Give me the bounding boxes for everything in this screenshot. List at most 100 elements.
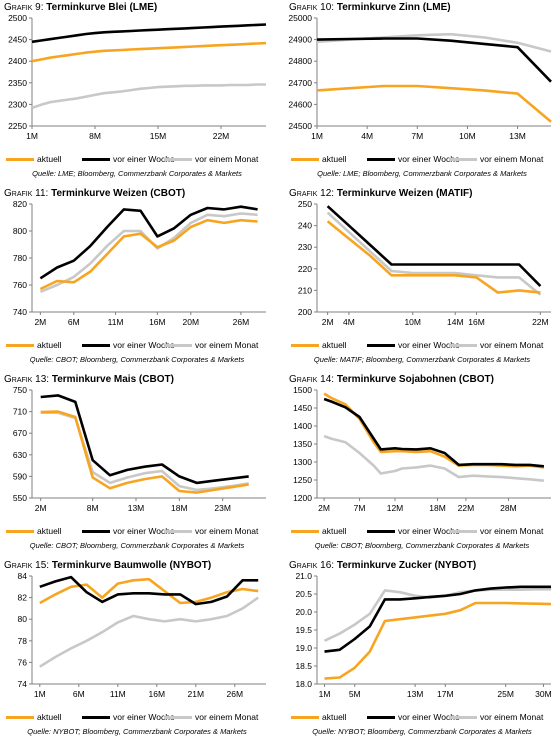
legend-label: aktuell <box>322 526 347 536</box>
series-line-aktuell <box>326 220 541 294</box>
y-tick-label: 590 <box>13 471 27 481</box>
legend-item-vor-einer-woche: vor einer Woche <box>82 340 175 350</box>
y-tick-label: 18.0 <box>295 679 312 689</box>
x-tick-label: 2M <box>35 503 47 513</box>
legend-item-aktuell: aktuell <box>6 154 62 164</box>
legend-swatch <box>6 344 34 348</box>
legend-label: aktuell <box>322 712 347 722</box>
legend-item-aktuell: aktuell <box>6 526 62 536</box>
x-tick-label: 16M <box>149 317 166 327</box>
y-tick-label: 24600 <box>288 99 312 109</box>
series-line-aktuell <box>316 84 552 123</box>
y-tick-label: 710 <box>13 407 27 417</box>
legend-swatch <box>6 530 34 534</box>
x-tick-label: 5M <box>349 689 361 699</box>
legend-item-vor-einem-monat: vor einem Monat <box>449 712 543 722</box>
legend-swatch <box>449 158 477 162</box>
y-tick-label: 800 <box>13 226 27 236</box>
x-tick-label: 13M <box>509 131 526 141</box>
legend-swatch <box>367 158 395 162</box>
chart-title-text: Terminkurve Weizen (CBOT) <box>51 188 186 199</box>
y-tick-label: 18.5 <box>295 661 312 671</box>
chart-title-text: Terminkurve Mais (CBOT) <box>51 374 174 385</box>
x-tick-label: 6M <box>73 689 85 699</box>
x-tick-label: 1M <box>311 131 323 141</box>
x-tick-label: 2M <box>322 317 334 327</box>
legend-swatch <box>291 344 319 348</box>
y-tick-label: 550 <box>13 493 27 503</box>
legend-label: vor einem Monat <box>195 526 259 536</box>
y-tick-label: 1200 <box>293 493 312 503</box>
legend-label: vor einer Woche <box>113 712 175 722</box>
series-line-aktuell <box>31 41 267 63</box>
legend-swatch <box>164 530 192 534</box>
legend-item-vor-einer-woche: vor einer Woche <box>367 712 460 722</box>
legend-item-vor-einem-monat: vor einem Monat <box>164 154 258 164</box>
legend-swatch <box>449 344 477 348</box>
legend-item-vor-einem-monat: vor einem Monat <box>449 340 543 350</box>
chart-plot-weizen-cbot: 740 760 780 800 820 2M 6M 11M 16M 20M 26M <box>13 200 266 327</box>
legend-swatch <box>82 716 110 720</box>
legend-item-vor-einer-woche: vor einer Woche <box>82 526 175 536</box>
source-note: Quelle: NYBOT; Bloomberg, Commerzbank Co… <box>312 727 532 736</box>
legend-swatch <box>6 716 34 720</box>
x-tick-label: 11M <box>108 317 124 327</box>
y-tick-label: 630 <box>13 450 27 460</box>
chart-title-text: Terminkurve Zinn (LME) <box>336 2 451 13</box>
series-line-aktuell <box>39 218 258 291</box>
y-tick-label: 1450 <box>293 403 312 413</box>
chart-title-text: Terminkurve Zucker (NYBOT) <box>336 560 477 571</box>
y-tick-label: 760 <box>13 280 27 290</box>
chart-panel-baumwolle: Grafik 15: Terminkurve Baumwolle (NYBOT)… <box>2 560 272 745</box>
legend-swatch <box>291 158 319 162</box>
chart-title-zucker: Grafik 16: Terminkurve Zucker (NYBOT) <box>289 560 476 571</box>
legend: aktuell vor einer Woche vor einem Monat <box>6 154 272 166</box>
x-tick-label: 7M <box>354 503 366 513</box>
source-note: Quelle: CBOT; Bloomberg, Commerzbank Cor… <box>29 541 245 550</box>
legend-label: vor einer Woche <box>113 154 175 164</box>
series-line-aktuell <box>40 410 249 494</box>
x-tick-label: 13M <box>407 689 424 699</box>
x-tick-label: 4M <box>361 131 373 141</box>
x-tick-label: 6M <box>68 317 80 327</box>
x-tick-label: 2M <box>318 503 330 513</box>
source-note: Quelle: MATIF; Bloomberg, Commerzbank Co… <box>313 355 531 364</box>
chart-label: Grafik 15: <box>4 560 50 571</box>
legend-label: vor einem Monat <box>195 340 259 350</box>
y-tick-label: 1500 <box>293 386 312 395</box>
source-note: Quelle: CBOT; Bloomberg, Commerzbank Cor… <box>314 541 530 550</box>
legend-item-vor-einem-monat: vor einem Monat <box>164 712 258 722</box>
y-tick-label: 250 <box>298 200 312 209</box>
x-tick-label: 1M <box>34 689 46 699</box>
chart-label: Grafik 9: <box>4 2 44 13</box>
y-tick-label: 21.0 <box>295 572 312 581</box>
series-line-vor-einem-monat <box>39 596 259 668</box>
legend-item-aktuell: aktuell <box>6 712 62 722</box>
legend-swatch <box>449 530 477 534</box>
series-line-vor-einer-woche <box>40 394 249 485</box>
y-tick-label: 82 <box>18 593 28 603</box>
x-tick-label: 25M <box>497 689 514 699</box>
y-tick-label: 200 <box>298 307 312 317</box>
legend-item-aktuell: aktuell <box>291 154 347 164</box>
chart-title-text: Terminkurve Sojabohnen (CBOT) <box>336 374 494 385</box>
legend-label: aktuell <box>37 712 62 722</box>
legend-label: vor einem Monat <box>480 712 544 722</box>
y-tick-label: 220 <box>298 264 312 274</box>
y-tick-label: 2250 <box>8 121 27 131</box>
y-tick-label: 20.5 <box>295 589 312 599</box>
x-tick-label: 1M <box>26 131 38 141</box>
x-tick-label: 8M <box>87 503 99 513</box>
y-tick-label: 2400 <box>8 56 27 66</box>
legend-label: vor einem Monat <box>480 526 544 536</box>
y-tick-label: 19.5 <box>295 625 312 635</box>
legend-swatch <box>164 158 192 162</box>
x-tick-label: 10M <box>404 317 421 327</box>
series-line-aktuell <box>39 577 259 605</box>
legend-label: vor einer Woche <box>113 340 175 350</box>
series-line-aktuell <box>324 601 552 680</box>
legend: aktuell vor einer Woche vor einem Monat <box>291 340 556 352</box>
legend-item-aktuell: aktuell <box>291 340 347 350</box>
legend-swatch <box>367 716 395 720</box>
series-line-vor-einer-woche <box>39 205 258 280</box>
